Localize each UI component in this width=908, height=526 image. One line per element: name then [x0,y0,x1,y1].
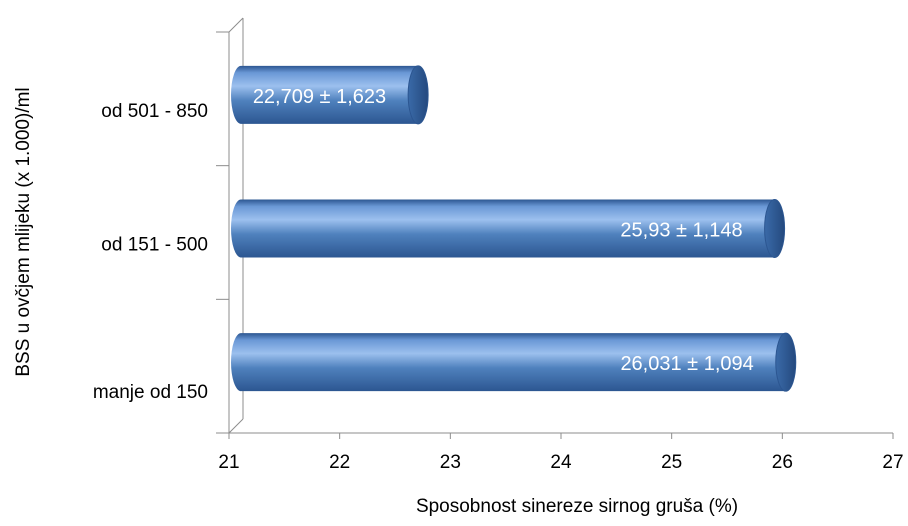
x-tick-label: 24 [550,452,572,473]
x-tick-label: 22 [329,452,350,473]
bar-data-label: 25,93 ± 1,148 [620,220,742,242]
x-tick-label: 26 [772,452,793,473]
bar [231,333,796,392]
bar-data-label: 22,709 ± 1,623 [253,86,386,108]
wall-top-edge [228,17,244,33]
x-tick-label: 25 [661,452,682,473]
labels-layer: 21 22 23 24 25 26 27 manje od 150 od 151 - 500 od… [13,86,904,517]
bar-end-cap [407,65,429,125]
bar-end-cap [764,199,786,258]
bar [231,65,429,124]
floor-depth-edge [228,418,244,434]
x-tick-label: 21 [218,452,239,473]
bar-data-label: 26,031 ± 1,094 [620,353,753,375]
y-axis-title: BSS u ovčjem mlijeku (x 1.000)/ml [13,87,34,376]
bar-end-cap [775,332,797,392]
x-axis-title: Sposobnost sinereze sirnog gruša (%) [416,496,738,517]
x-tick-label: 27 [882,452,903,473]
bars-layer [231,65,797,392]
y-category-label: manje od 150 [93,382,208,403]
bar [231,199,785,258]
y-category-label: od 501 - 850 [101,101,208,122]
x-tick-label: 23 [440,452,461,473]
y-category-label: od 151 - 500 [101,235,208,256]
